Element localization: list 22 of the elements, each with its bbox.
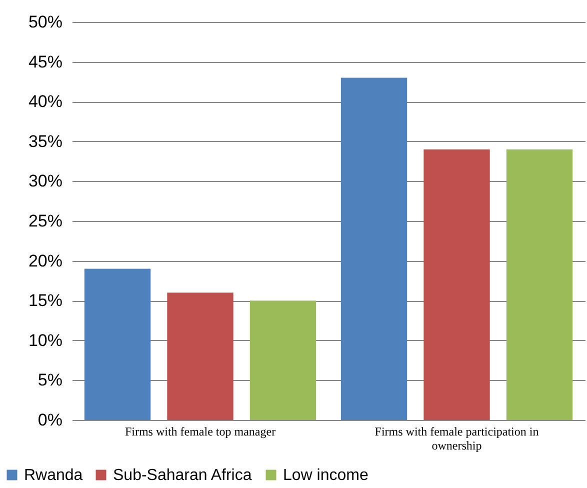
y-tick-label: 40%	[28, 92, 62, 112]
x-tick-label: Firms with female participation in ownership	[374, 424, 539, 452]
bar	[424, 149, 490, 420]
bar	[250, 300, 316, 420]
y-tick-label: 30%	[28, 172, 62, 191]
y-tick-label: 35%	[28, 132, 62, 151]
y-tick-label: 20%	[28, 251, 62, 270]
y-tick-label: 5%	[38, 370, 62, 390]
bar	[167, 292, 234, 420]
y-tick-label: 0%	[38, 410, 62, 430]
legend-label: Sub-Saharan Africa	[113, 467, 252, 484]
legend-label: Rwanda	[24, 467, 83, 484]
y-tick-label: 25%	[28, 212, 62, 230]
y-tick-label: 10%	[28, 330, 62, 350]
y-tick-label: 50%	[28, 12, 62, 32]
legend-label: Low income	[283, 467, 368, 484]
bar	[506, 149, 573, 420]
y-tick-label: 15%	[28, 291, 62, 310]
y-tick-label: 45%	[28, 52, 62, 72]
bar	[340, 78, 408, 420]
x-tick-label: Firms with female top manager	[124, 424, 276, 438]
bar	[84, 268, 151, 420]
